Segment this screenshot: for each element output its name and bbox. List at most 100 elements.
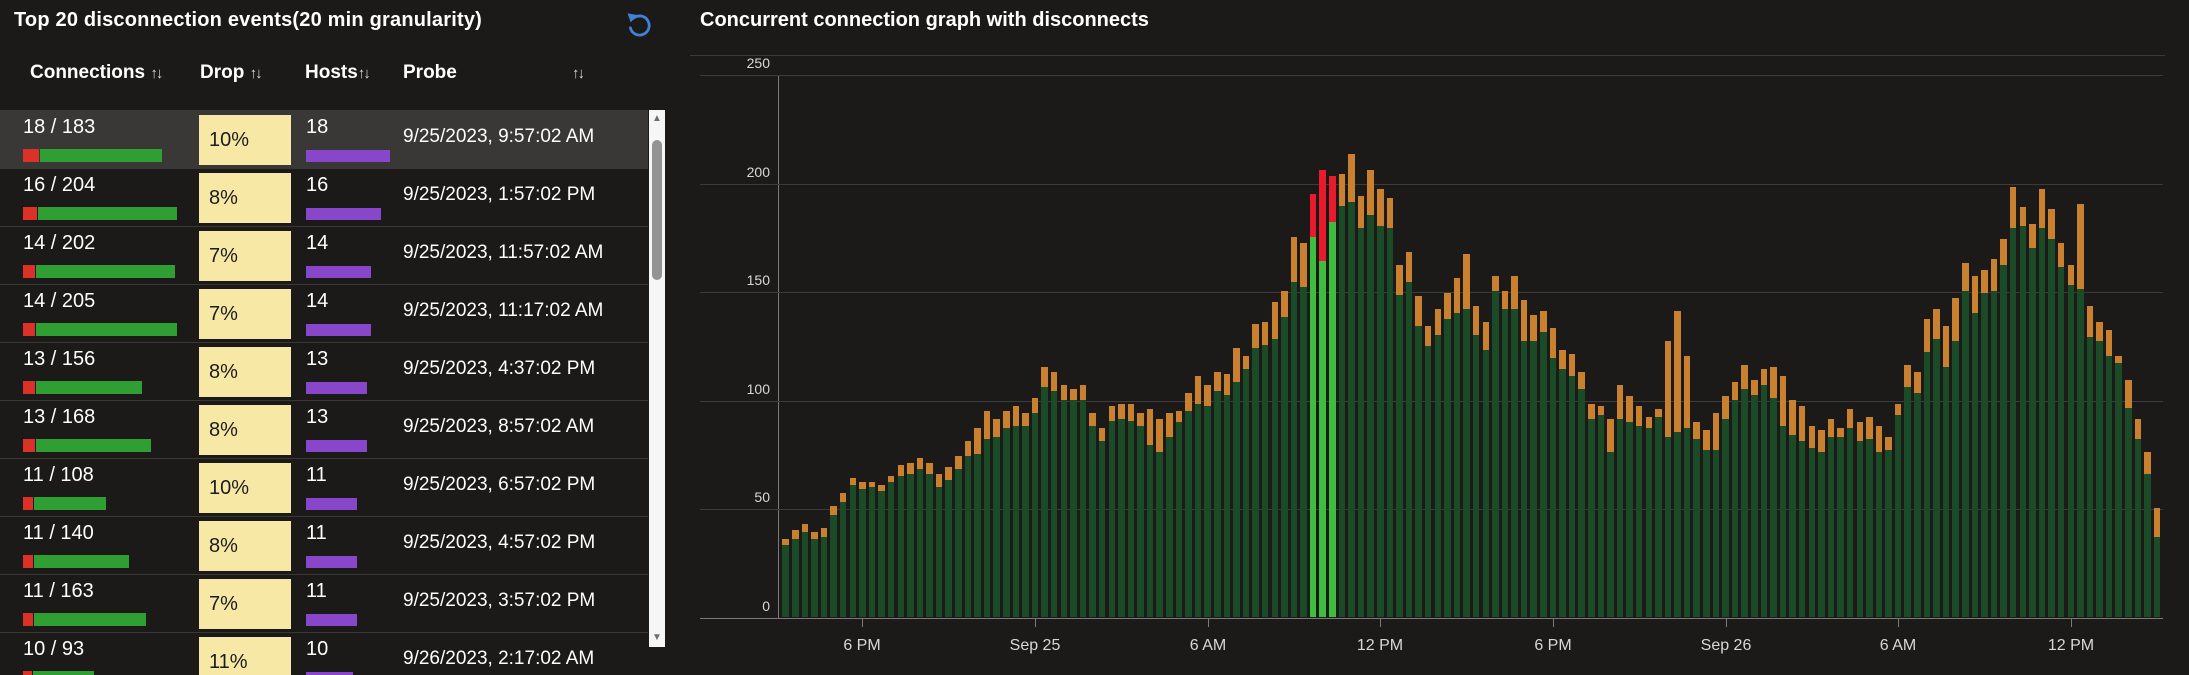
connection-bar[interactable]: [1060, 384, 1068, 617]
connection-bar[interactable]: [1952, 297, 1959, 617]
connection-bar[interactable]: [1098, 428, 1106, 617]
connection-bar[interactable]: [2153, 508, 2161, 617]
connection-bar[interactable]: [1683, 356, 1691, 617]
connection-bar[interactable]: [1070, 388, 1077, 617]
undo-icon[interactable]: [625, 11, 653, 39]
connection-bar[interactable]: [1146, 408, 1154, 617]
connection-bar[interactable]: [1463, 254, 1470, 617]
connection-bar[interactable]: [1751, 380, 1758, 617]
disconnect-event-bar[interactable]: [1319, 169, 1326, 617]
connection-bar[interactable]: [2057, 243, 2065, 617]
connection-bar[interactable]: [2134, 419, 2142, 617]
connection-bar[interactable]: [868, 482, 876, 617]
connection-bar[interactable]: [1578, 371, 1585, 617]
connection-bar[interactable]: [1050, 371, 1058, 617]
connection-bar[interactable]: [1472, 306, 1480, 617]
connection-bar[interactable]: [2125, 380, 2132, 617]
connection-bar[interactable]: [993, 419, 1000, 617]
connection-bar[interactable]: [1194, 375, 1202, 617]
connection-bar[interactable]: [1233, 347, 1240, 617]
connection-bar[interactable]: [1079, 384, 1087, 617]
connection-bar[interactable]: [1588, 404, 1595, 617]
connection-bar[interactable]: [1597, 406, 1605, 617]
table-row[interactable]: 13 / 168 8% 13 9/25/2023, 8:57:02 AM: [0, 401, 648, 459]
connection-bar[interactable]: [1540, 310, 1547, 617]
connection-bar[interactable]: [1166, 412, 1173, 617]
connection-bar[interactable]: [1607, 419, 1614, 617]
connection-bar[interactable]: [945, 467, 952, 617]
connection-bar[interactable]: [1012, 406, 1020, 617]
table-row[interactable]: 11 / 140 8% 11 9/25/2023, 4:57:02 PM: [0, 517, 648, 575]
sort-icon[interactable]: ↑↓: [150, 65, 163, 82]
scrollbar-thumb[interactable]: [652, 140, 662, 280]
connection-bar[interactable]: [1559, 349, 1566, 617]
connection-bar[interactable]: [1127, 404, 1135, 617]
connection-bar[interactable]: [811, 532, 818, 617]
connection-bar[interactable]: [1904, 365, 1911, 617]
connection-bar[interactable]: [1837, 428, 1844, 617]
table-row[interactable]: 11 / 108 10% 11 9/25/2023, 6:57:02 PM: [0, 459, 648, 517]
table-row[interactable]: 13 / 156 8% 13 9/25/2023, 4:37:02 PM: [0, 343, 648, 401]
connection-bar[interactable]: [897, 465, 905, 617]
connection-bar[interactable]: [1415, 295, 1422, 617]
connection-bar[interactable]: [1530, 315, 1537, 617]
connection-bar[interactable]: [2000, 239, 2007, 617]
connection-bar[interactable]: [1214, 371, 1221, 617]
connection-bar[interactable]: [1933, 308, 1940, 617]
connection-bar[interactable]: [1405, 252, 1413, 617]
connection-bar[interactable]: [1482, 321, 1490, 617]
connection-bar[interactable]: [1185, 393, 1192, 617]
connection-bar[interactable]: [2115, 356, 2122, 617]
connection-bar[interactable]: [1348, 154, 1355, 617]
connection-bar[interactable]: [1885, 436, 1892, 617]
connection-bar[interactable]: [1818, 430, 1825, 617]
connection-bar[interactable]: [1827, 419, 1835, 617]
connection-bar[interactable]: [1635, 406, 1643, 617]
connection-bar[interactable]: [983, 410, 991, 617]
column-header-hosts[interactable]: Hosts↑↓: [305, 62, 371, 84]
connection-bar[interactable]: [1118, 404, 1125, 617]
connection-bar[interactable]: [1424, 326, 1432, 617]
connection-bar[interactable]: [2048, 208, 2055, 617]
connection-bar[interactable]: [1789, 399, 1796, 617]
connection-bar[interactable]: [1520, 299, 1528, 617]
column-header-probe[interactable]: Probe: [403, 62, 457, 84]
scroll-down-icon[interactable]: ▼: [652, 632, 662, 643]
connection-bar[interactable]: [1396, 265, 1403, 617]
connection-bar[interactable]: [887, 475, 895, 617]
connection-bar[interactable]: [1242, 356, 1250, 617]
connection-bar[interactable]: [1846, 408, 1854, 617]
connection-bar[interactable]: [878, 484, 885, 617]
connection-bar[interactable]: [1568, 354, 1576, 617]
table-row[interactable]: 16 / 204 8% 16 9/25/2023, 1:57:02 PM: [0, 169, 648, 227]
table-row[interactable]: 14 / 202 7% 14 9/25/2023, 11:57:02 AM: [0, 227, 648, 285]
connection-bar[interactable]: [1703, 430, 1710, 617]
connection-bar[interactable]: [1962, 263, 1969, 617]
connection-bar[interactable]: [1856, 421, 1864, 617]
connection-bar[interactable]: [1770, 367, 1777, 617]
connection-bar[interactable]: [1971, 276, 1979, 617]
connection-bar[interactable]: [1798, 406, 1806, 617]
disconnect-event-bar[interactable]: [1329, 176, 1336, 617]
connection-bar[interactable]: [1444, 293, 1451, 617]
connection-bar[interactable]: [1501, 291, 1509, 617]
connection-bar[interactable]: [830, 506, 837, 617]
connection-bar[interactable]: [820, 527, 828, 617]
connection-bar[interactable]: [1338, 173, 1346, 617]
sort-icon[interactable]: ↑↓: [249, 65, 263, 82]
connection-bar[interactable]: [1041, 367, 1048, 617]
column-header-probe-sort[interactable]: ↑↓: [572, 62, 585, 84]
connection-bar[interactable]: [1223, 373, 1231, 617]
connection-bar[interactable]: [1866, 417, 1873, 617]
connection-bar[interactable]: [1357, 195, 1365, 617]
connection-bar[interactable]: [926, 462, 933, 617]
connection-bar[interactable]: [1031, 397, 1039, 617]
connection-bar[interactable]: [2009, 186, 2017, 617]
connection-bar[interactable]: [792, 530, 799, 617]
connection-bar[interactable]: [1022, 412, 1029, 617]
connection-bar[interactable]: [1674, 310, 1681, 617]
connection-bar[interactable]: [1712, 412, 1720, 617]
connection-bar[interactable]: [1367, 169, 1374, 617]
connection-bar[interactable]: [1261, 321, 1269, 617]
connection-bar[interactable]: [782, 538, 789, 617]
